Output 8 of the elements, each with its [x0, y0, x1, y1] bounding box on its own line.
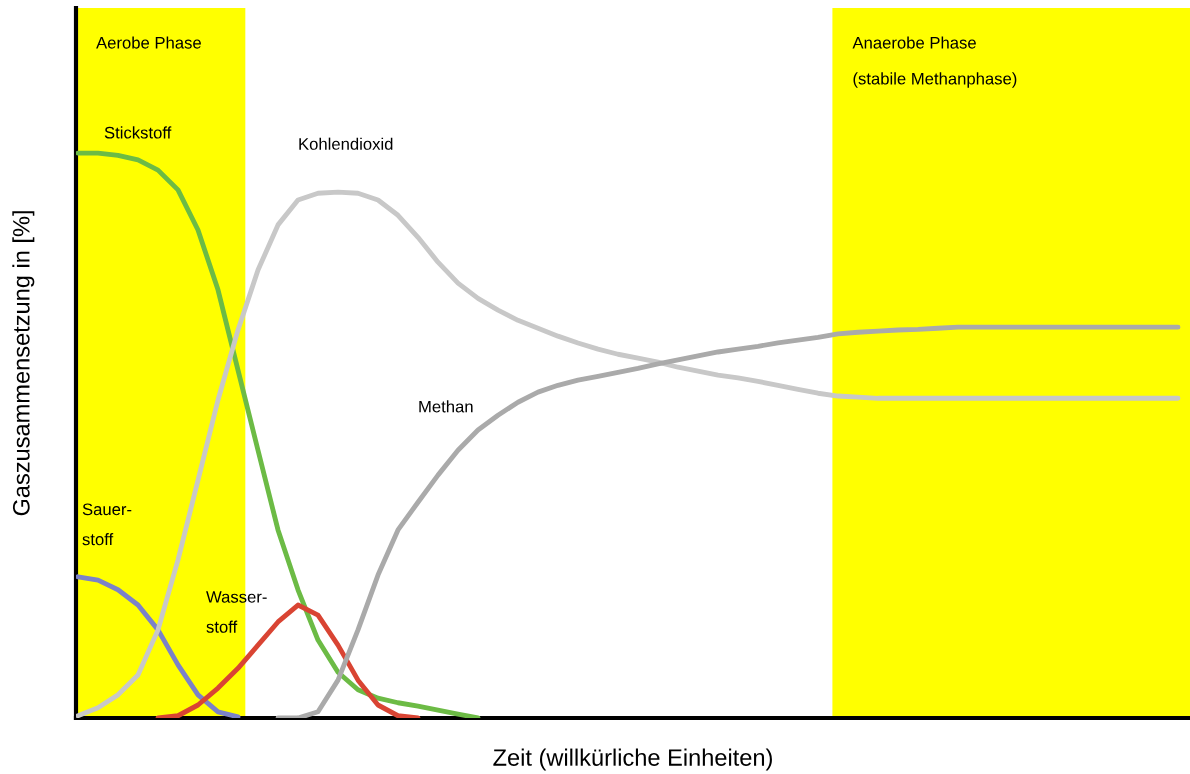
text: Aerobe Phase	[96, 36, 201, 49]
series-label: Stickstoff	[104, 126, 172, 139]
y-axis-title: Gaszusammensetzung in [%]	[12, 211, 35, 516]
series-label: Methan	[419, 400, 473, 413]
text: Kohlendioxid	[299, 137, 393, 150]
series-label: Sauer- stoff	[82, 503, 132, 546]
x-axis-title: Zeit (willkürliche Einheiten)	[493, 748, 772, 771]
text: Anaerobe Phase (stabile Methanphase)	[852, 36, 1017, 88]
